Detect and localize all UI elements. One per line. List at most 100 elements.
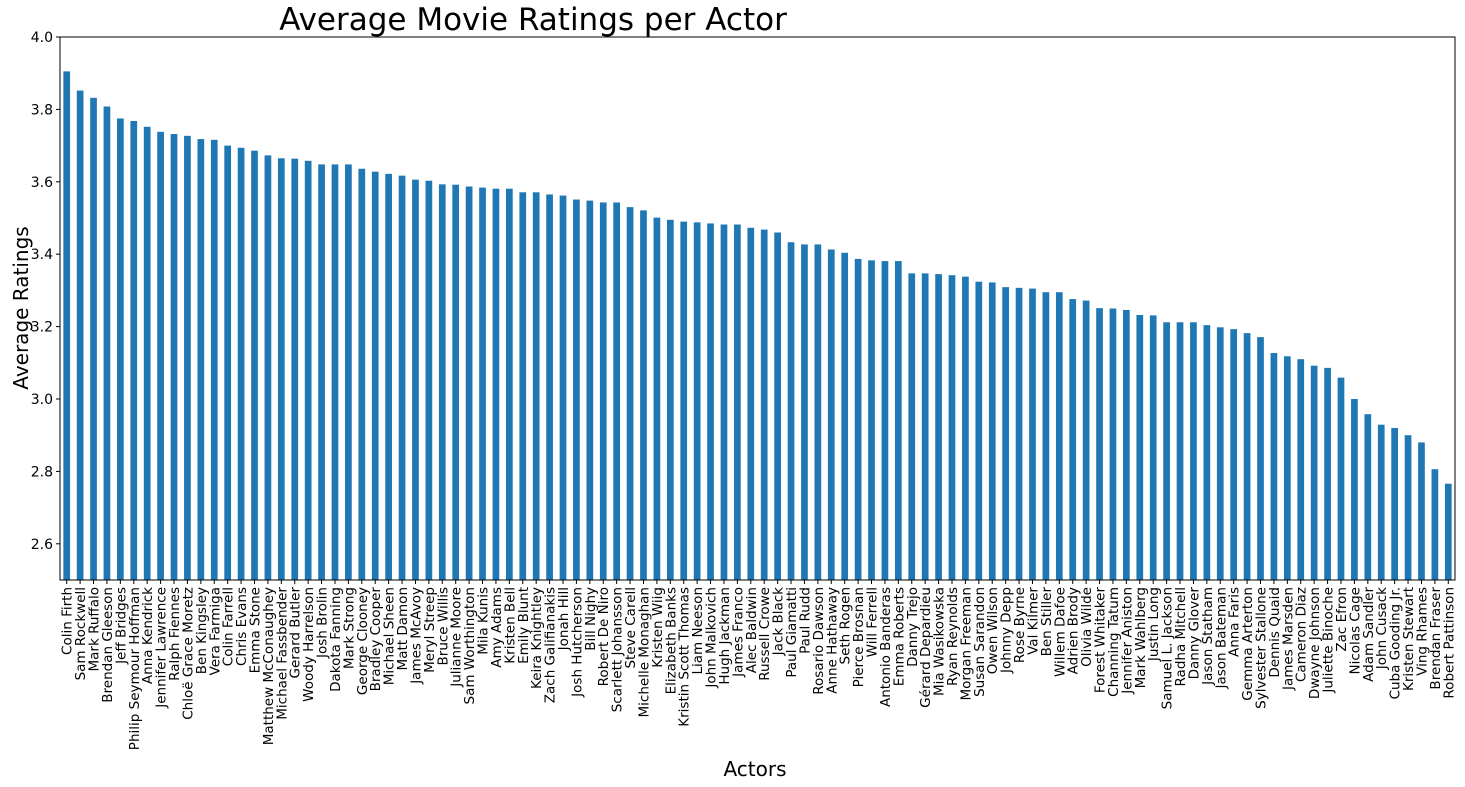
x-tick-label: John Cusack — [1374, 587, 1390, 670]
bar — [130, 120, 138, 580]
y-axis: 2.6 2.8 3.0 3.2 3.4 3.6 3.8 4.0 — [31, 30, 60, 553]
x-tick-label: Michael Fassbender — [274, 587, 290, 720]
x-tick-label: Susan Sarandon — [972, 587, 988, 697]
x-tick-label: James Marsden — [1280, 587, 1296, 691]
bar — [291, 158, 299, 580]
bar — [1176, 322, 1184, 580]
bar — [975, 281, 983, 580]
bar — [479, 187, 486, 581]
bar — [948, 275, 956, 580]
bar — [358, 168, 366, 580]
bar — [197, 139, 205, 581]
x-tick-label: Paul Rudd — [797, 587, 813, 654]
bar — [505, 188, 513, 581]
x-tick-label: Mark Wahlberg — [1133, 587, 1149, 688]
bar — [962, 276, 969, 580]
bar — [827, 249, 835, 580]
bar — [988, 282, 996, 580]
bar — [157, 131, 164, 580]
bar — [720, 224, 728, 581]
bar — [613, 202, 621, 580]
x-tick-label: Nicolas Cage — [1347, 587, 1363, 674]
bar — [1337, 377, 1345, 580]
x-tick-label: Paul Giamatti — [784, 587, 800, 678]
bar — [935, 274, 942, 580]
x-tick-label: Vera Farmiga — [207, 587, 223, 675]
x-tick-label: Bruce Willis — [435, 587, 451, 665]
x-tick-label: Johnny Depp — [999, 587, 1015, 674]
bar — [1270, 353, 1278, 580]
bar — [90, 97, 97, 580]
bar — [170, 134, 178, 581]
x-tick-label: Bradley Cooper — [368, 587, 384, 692]
x-tick-label: Jonah Hill — [556, 587, 572, 651]
bar — [1297, 359, 1305, 580]
bar — [1444, 483, 1452, 580]
bar — [1190, 322, 1197, 580]
x-tick-label: Radha Mitchell — [1173, 587, 1189, 687]
x-tick-label: Emma Stone — [247, 587, 263, 673]
bar — [787, 242, 795, 580]
x-tick-label: Val Kilmer — [1025, 587, 1041, 655]
x-tick-label: Dakota Fanning — [328, 587, 344, 692]
bar — [881, 261, 889, 580]
bar — [908, 273, 916, 580]
bar — [653, 217, 661, 580]
x-tick-label: Anne Hathaway — [824, 587, 840, 694]
bar — [1310, 365, 1318, 580]
x-tick-label: Julianne Moore — [449, 587, 465, 688]
bar — [1257, 337, 1264, 580]
y-tick-label: 3.6 — [31, 175, 53, 191]
bar — [868, 260, 875, 580]
x-tick-label: Jeff Bridges — [113, 587, 129, 665]
bar — [640, 210, 647, 580]
x-tick-label: Gérard Depardieu — [918, 587, 934, 708]
x-tick-label: Colin Farrell — [221, 587, 237, 666]
x-tick-label: Jennifer Aniston — [1119, 587, 1135, 695]
bar — [841, 252, 849, 580]
bar — [1163, 322, 1170, 580]
x-tick-label: Emily Blunt — [516, 587, 532, 664]
bar — [854, 258, 862, 580]
x-tick-label: Brendan Fraser — [1428, 587, 1444, 690]
bar — [385, 173, 392, 580]
bar — [559, 195, 567, 580]
x-tick-label: Channing Tatum — [1106, 587, 1122, 697]
x-tick-label: Olivia Wilde — [1079, 587, 1095, 667]
x-tick-label: Rose Byrne — [1012, 587, 1028, 663]
bar — [519, 192, 527, 580]
x-tick-label: Anna Faris — [1227, 587, 1243, 657]
x-tick-label: Matt Damon — [395, 587, 411, 670]
bar — [251, 150, 258, 580]
x-tick-label: Ben Kingsley — [194, 587, 210, 674]
bar — [532, 192, 540, 580]
x-tick-label: Zac Efron — [1334, 587, 1350, 652]
bar — [666, 219, 674, 580]
x-tick-label: Sam Worthington — [462, 587, 478, 705]
x-tick-label: Danny Glover — [1186, 587, 1202, 680]
x-tick-label: Owen Wilson — [985, 587, 1001, 674]
bar — [747, 227, 755, 581]
x-tick-label: Morgan Freeman — [958, 587, 974, 701]
bar — [1082, 300, 1090, 580]
bar — [921, 273, 929, 580]
bar — [1418, 442, 1425, 580]
x-tick-label: Emma Roberts — [891, 587, 907, 686]
chart-title: Average Movie Ratings per Actor — [279, 2, 787, 38]
bar — [626, 207, 634, 580]
bar — [599, 202, 607, 580]
x-tick-label: Gerard Butler — [288, 587, 304, 679]
y-tick-label: 2.8 — [31, 464, 53, 480]
bar — [734, 224, 741, 581]
x-tick-label: Anna Kendrick — [140, 587, 156, 684]
bar — [680, 221, 688, 580]
bar — [707, 223, 714, 580]
x-tick-label: Antonio Banderas — [878, 587, 894, 707]
bar — [1042, 292, 1050, 580]
x-tick-label: Samuel L. Jackson — [1160, 587, 1176, 709]
bar — [412, 179, 419, 581]
bar — [693, 222, 701, 580]
bar — [304, 160, 312, 580]
x-tick-label: Danny Trejo — [905, 587, 921, 667]
